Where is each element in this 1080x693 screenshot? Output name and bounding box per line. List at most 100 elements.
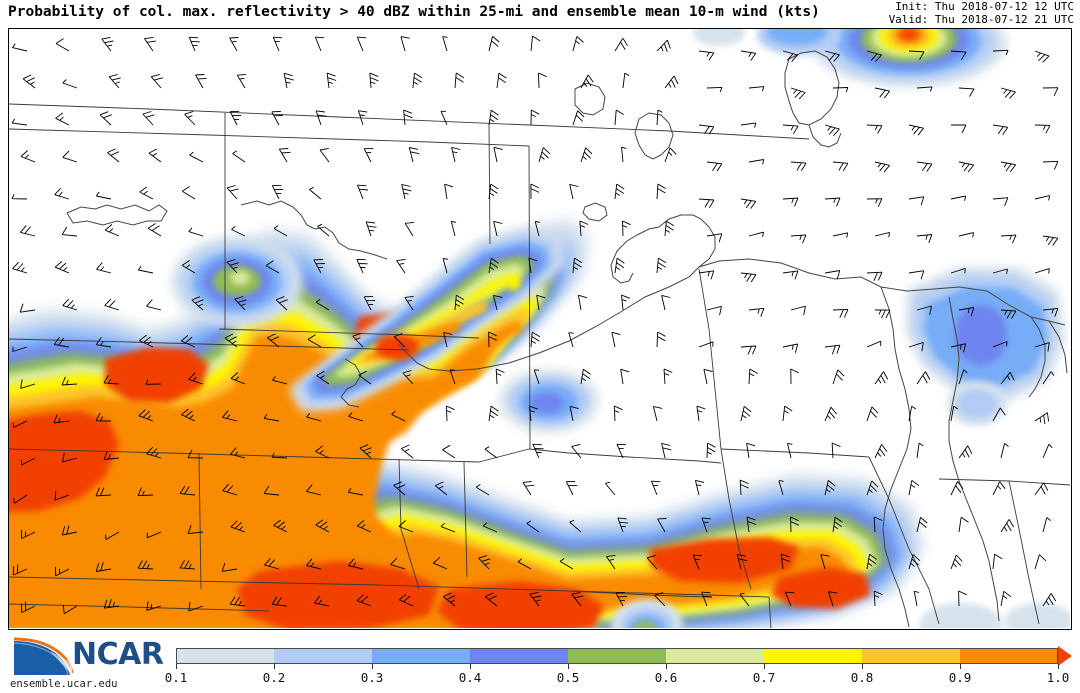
wind-barb xyxy=(412,72,423,89)
wind-barb xyxy=(958,232,975,238)
wind-barb xyxy=(950,195,967,201)
wind-barb xyxy=(615,592,627,607)
wind-barb xyxy=(1000,309,1017,319)
wind-barb xyxy=(614,183,625,200)
wind-barb xyxy=(831,442,841,459)
wind-barb xyxy=(263,414,280,422)
wind-barb xyxy=(916,161,933,172)
wind-barb xyxy=(146,299,162,311)
wind-barb xyxy=(107,148,120,163)
header-bar: Probability of col. max. reflectivity > … xyxy=(0,0,1080,28)
wind-barb xyxy=(824,124,840,137)
wind-barb xyxy=(916,305,932,315)
wind-barb xyxy=(782,405,793,422)
wind-barb xyxy=(950,343,967,353)
wind-barb xyxy=(620,368,630,385)
wind-barb xyxy=(533,369,540,385)
wind-barb xyxy=(646,555,658,570)
wind-barb xyxy=(445,405,455,422)
wind-barb xyxy=(19,303,36,313)
wind-barb xyxy=(402,370,414,385)
wind-barb xyxy=(195,74,207,89)
wind-barb xyxy=(496,72,507,89)
wind-barb xyxy=(221,562,238,572)
wind-barb xyxy=(443,592,456,607)
wind-barb xyxy=(401,444,414,459)
map-canvas[interactable] xyxy=(9,29,1070,628)
wind-barb xyxy=(992,197,1009,207)
wind-barb xyxy=(272,36,283,52)
colorbar-tick xyxy=(176,664,177,669)
wind-barb xyxy=(104,224,120,237)
wind-barb xyxy=(916,371,931,385)
wind-barb xyxy=(137,265,154,274)
valid-time-label: Valid: Thu 2018-07-12 21 UTC xyxy=(888,12,1074,26)
wind-barb xyxy=(569,405,579,422)
map-panel[interactable] xyxy=(8,28,1072,630)
wind-barb xyxy=(908,479,920,496)
wind-barb xyxy=(103,450,120,460)
wind-barb xyxy=(621,146,627,163)
wind-barb xyxy=(824,406,838,422)
wind-barb xyxy=(992,481,1006,496)
wind-barb xyxy=(62,453,78,463)
wind-barb xyxy=(449,369,456,385)
wind-barb xyxy=(226,259,239,274)
wind-barb xyxy=(484,592,498,607)
wind-barb xyxy=(1042,443,1053,459)
wind-barb xyxy=(790,87,806,100)
wind-barb xyxy=(442,258,449,274)
wind-barb xyxy=(398,520,414,533)
wind-barb xyxy=(440,522,456,533)
wind-barb xyxy=(95,412,112,422)
ncar-logo[interactable]: NCAR ensemble.ucar.edu xyxy=(6,634,166,690)
wind-barb xyxy=(271,185,284,200)
wind-barb xyxy=(536,294,546,311)
wind-barb xyxy=(315,519,330,533)
wind-barb xyxy=(313,595,330,607)
wind-barb xyxy=(908,554,921,570)
ncar-logomark-icon xyxy=(12,637,74,676)
wind-barb xyxy=(393,333,406,348)
wind-barb xyxy=(365,221,377,237)
wind-barb xyxy=(146,531,162,539)
wind-barb xyxy=(187,525,204,535)
wind-barb xyxy=(488,36,500,52)
wind-barb xyxy=(435,481,448,496)
contour-cell-isolated-mid xyxy=(499,369,599,433)
wind-barb xyxy=(832,232,849,238)
wind-barb xyxy=(271,596,288,607)
wind-barb xyxy=(703,368,713,385)
wind-barb xyxy=(404,295,414,311)
wind-barb xyxy=(1034,554,1047,570)
wind-barb xyxy=(400,36,410,52)
wind-barb xyxy=(701,591,713,607)
wind-barb xyxy=(21,601,36,614)
init-time-label: Init: Thu 2018-07-12 12 UTC xyxy=(895,0,1074,13)
wind-barb xyxy=(484,446,498,459)
wind-barb xyxy=(916,442,924,459)
colorbar[interactable] xyxy=(176,648,1059,664)
wind-barb xyxy=(22,74,36,89)
wind-barb xyxy=(569,519,582,533)
wind-barb xyxy=(782,50,798,62)
wind-barb xyxy=(101,36,114,52)
wind-barb xyxy=(951,124,967,134)
wind-barb xyxy=(61,376,78,386)
colorbar-label-0.8: 0.8 xyxy=(850,670,874,685)
wind-barb xyxy=(272,376,288,385)
wind-barb xyxy=(137,487,154,497)
wind-barb xyxy=(748,231,764,238)
wind-barb xyxy=(307,334,322,348)
colorbar-tick xyxy=(764,664,765,669)
wind-barb xyxy=(1034,412,1050,425)
wind-barb xyxy=(526,520,540,533)
wind-barb xyxy=(475,484,490,496)
wind-barb xyxy=(580,368,591,385)
wind-barb xyxy=(605,481,616,496)
great-lakes-coastline xyxy=(66,50,1068,628)
wind-barb xyxy=(391,410,406,422)
wind-barb xyxy=(866,340,882,348)
wind-barb xyxy=(314,36,325,52)
wind-barb xyxy=(572,36,584,52)
